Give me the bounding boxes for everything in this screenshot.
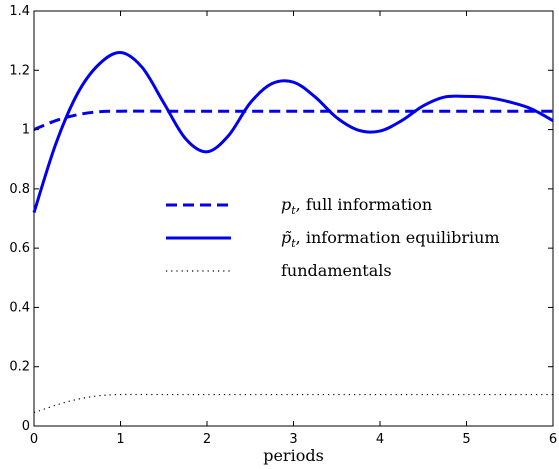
y-tick-label: 0.2: [9, 360, 30, 375]
legend-text: , information equilibrium: [296, 228, 500, 247]
x-tick-label: 4: [376, 432, 384, 447]
series-line-1: [32, 50, 554, 214]
plot-area: [33, 10, 554, 427]
legend-symbol: p̃: [281, 228, 292, 247]
series-layer: [32, 50, 554, 414]
series-line-0: [33, 109, 553, 131]
x-tick-label: 2: [203, 432, 211, 447]
legend-entry-1: p̃t, information equilibrium: [281, 228, 500, 250]
y-tick-label: 0.4: [9, 300, 30, 315]
x-tick-label: 5: [462, 432, 470, 447]
tick-layer: 0 1 2 3 4 5 6 0 0.2 0.4 0.6 0.8 1 1.2 1.4: [9, 4, 557, 447]
legend-entry-0: pt, full information: [281, 195, 432, 217]
series-line-2: [33, 393, 553, 414]
x-tick-label: 1: [116, 432, 124, 447]
y-tick-label: 1.4: [9, 4, 30, 19]
y-tick-label: 0: [22, 419, 30, 434]
legend-text: fundamentals: [281, 261, 392, 280]
legend-symbol: p: [281, 195, 291, 214]
y-tick-label: 1: [22, 123, 30, 138]
x-tick-label: 3: [289, 432, 297, 447]
legend-subscript: t: [291, 237, 296, 250]
x-tick-label: 0: [30, 432, 38, 447]
y-tick-label: 1.2: [9, 63, 30, 78]
y-tick-label: 0.6: [9, 241, 30, 256]
legend-entry-2: fundamentals: [281, 261, 392, 280]
legend-text: , full information: [296, 195, 433, 214]
legend-subscript: t: [291, 204, 296, 217]
y-tick-label: 0.8: [9, 182, 30, 197]
x-axis-label: periods: [263, 446, 324, 465]
x-tick-label: 6: [549, 432, 557, 447]
